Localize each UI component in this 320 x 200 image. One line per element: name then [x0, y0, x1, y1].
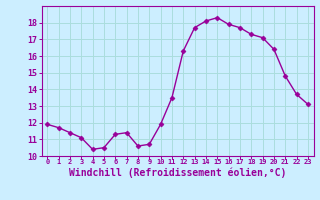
- X-axis label: Windchill (Refroidissement éolien,°C): Windchill (Refroidissement éolien,°C): [69, 168, 286, 178]
